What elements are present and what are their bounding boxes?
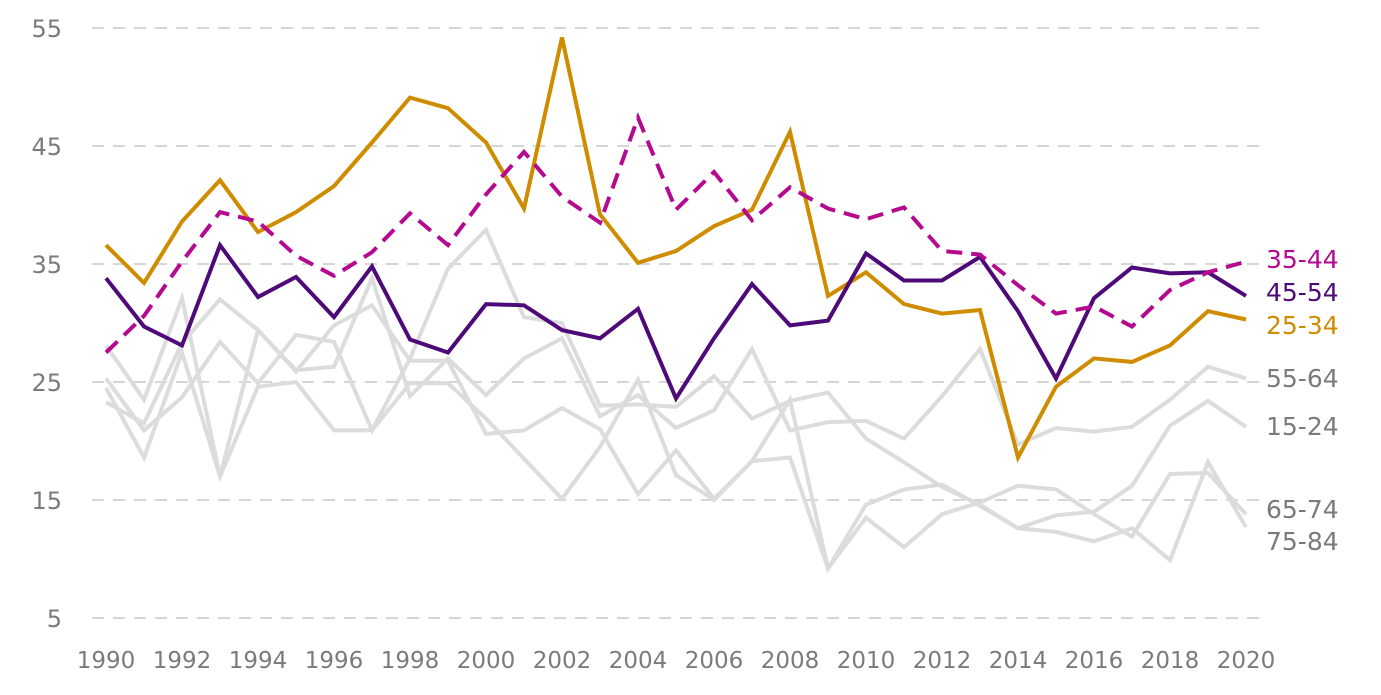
y-tick-label: 5	[47, 605, 62, 633]
series-label: 75-84	[1266, 527, 1339, 556]
y-tick-label: 45	[31, 133, 62, 161]
x-tick-label: 1990	[77, 648, 136, 674]
x-tick-label: 2006	[685, 648, 744, 674]
x-tick-label: 1994	[229, 648, 288, 674]
y-tick-label: 55	[31, 15, 62, 43]
x-tick-label: 1992	[153, 648, 212, 674]
series-labels: 55-64 15-24 65-74 75-84 25-34 45-54 35-44	[1266, 245, 1339, 556]
series-line-45-54	[104, 240, 1248, 403]
x-tick-label: 2010	[837, 648, 896, 674]
x-tick-label: 2014	[989, 648, 1048, 674]
series-line-25-34	[104, 36, 1247, 463]
gridlines	[92, 27, 1262, 619]
series-label: 25-34	[1266, 311, 1339, 340]
series-label: 35-44	[1266, 245, 1339, 274]
series-line-55-64	[104, 272, 1247, 477]
x-tick-label: 2020	[1217, 648, 1276, 674]
series-label: 65-74	[1266, 495, 1339, 524]
series-line-65-74	[104, 346, 1248, 574]
series-line-35-44	[104, 112, 1247, 354]
x-tick-label: 1998	[381, 648, 440, 674]
x-tick-label: 2012	[913, 648, 972, 674]
y-tick-label: 35	[31, 251, 62, 279]
x-tick-label: 2016	[1065, 648, 1124, 674]
x-axis: 1990 1992 1994 1996 1998 2000 2002 2004 2006 2008…	[77, 648, 1276, 674]
x-tick-label: 2018	[1141, 648, 1200, 674]
x-tick-label: 2002	[533, 648, 592, 674]
y-axis: 5 15 25 35 45 55	[31, 15, 62, 633]
series-label: 55-64	[1266, 364, 1339, 393]
series-line-75-84	[105, 296, 1248, 574]
y-tick-label: 25	[31, 369, 62, 397]
series-label: 45-54	[1266, 278, 1339, 307]
series-line-15-24	[104, 226, 1248, 531]
series-lines	[104, 36, 1248, 574]
y-tick-label: 15	[31, 487, 62, 515]
x-tick-label: 2000	[457, 648, 516, 674]
x-tick-label: 2008	[761, 648, 820, 674]
x-tick-label: 2004	[609, 648, 668, 674]
x-tick-label: 1996	[305, 648, 364, 674]
series-label: 15-24	[1266, 412, 1339, 441]
